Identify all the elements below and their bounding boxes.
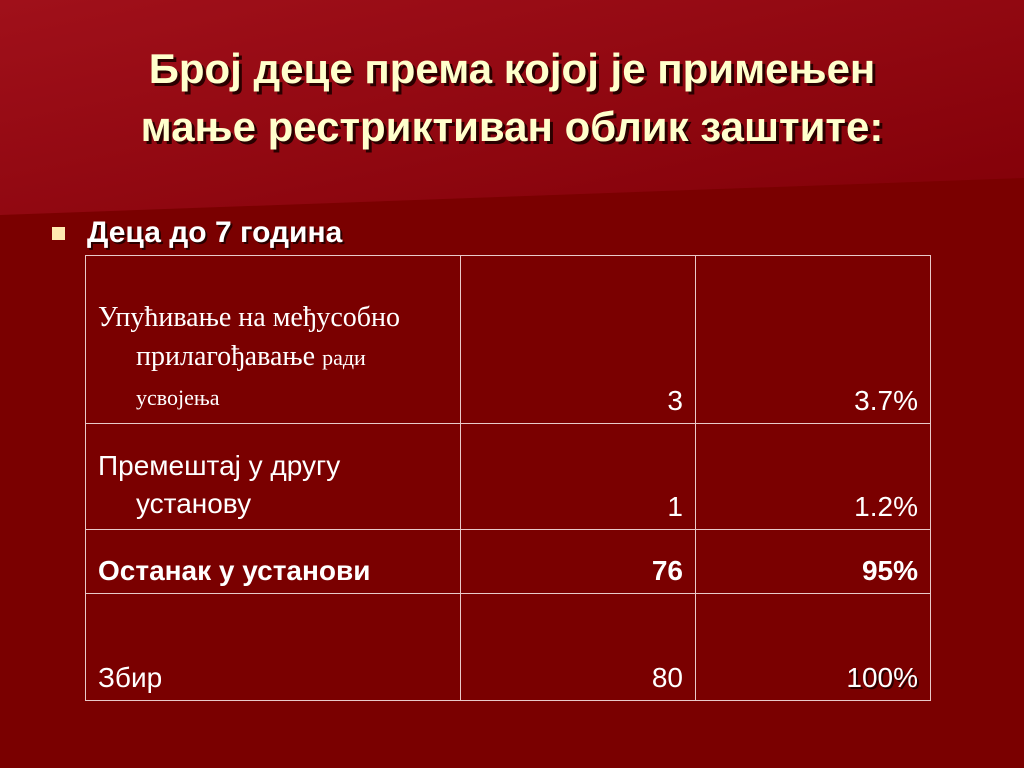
row-count: 1: [460, 423, 696, 530]
table-row: Збир 80 100%: [85, 593, 931, 701]
bullet-item: Деца до 7 година: [52, 213, 342, 253]
table-row: Останак у установи 76 95%: [85, 529, 931, 594]
row-percent: 100%: [695, 593, 931, 701]
table-row: Упућивање на међусобно прилагођавање рад…: [85, 255, 931, 424]
row-label: Упућивање на међусобно прилагођавање: [98, 302, 401, 372]
bullet-square-icon: [52, 226, 65, 240]
bullet-text: Деца до 7 година: [87, 216, 343, 249]
row-count: 3: [460, 255, 696, 424]
row-percent: 95%: [695, 529, 931, 594]
row-label: Останак у установи: [85, 529, 461, 594]
slide-title: Број деце према којој је примењен мање р…: [0, 40, 1024, 156]
row-percent: 3.7%: [695, 255, 931, 424]
row-label: Збир: [85, 593, 461, 701]
table-row: Премештај у другу установу 1 1.2%: [85, 423, 931, 530]
row-label: Премештај у другу установу: [98, 450, 341, 519]
row-label-small: ради: [322, 345, 366, 370]
title-line-1: Број деце према којој је примењен: [148, 45, 876, 92]
row-label-small: усвојења: [136, 385, 220, 410]
row-percent: 1.2%: [695, 423, 931, 530]
row-label-cell: Упућивање на међусобно прилагођавање рад…: [85, 255, 461, 424]
row-count: 80: [460, 593, 696, 701]
data-table: Упућивање на међусобно прилагођавање рад…: [85, 255, 931, 701]
row-count: 76: [460, 529, 696, 594]
row-label-cell: Премештај у другу установу: [85, 423, 461, 530]
title-line-2: мање рестриктиван облик заштите:: [140, 103, 884, 150]
